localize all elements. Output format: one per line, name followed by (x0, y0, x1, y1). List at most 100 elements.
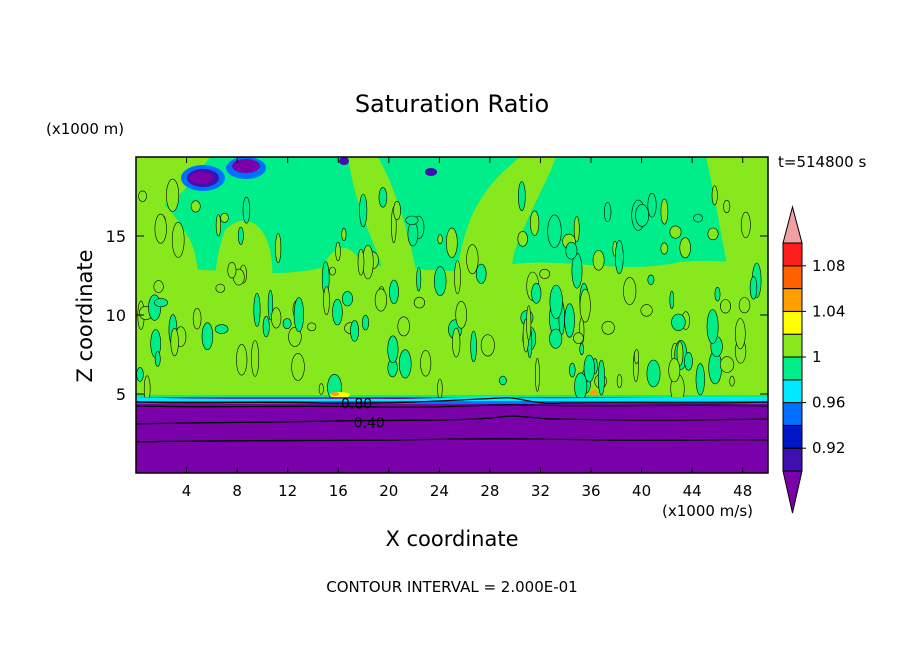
fill-cell-speck (549, 328, 563, 349)
fill-cell-speck (190, 200, 201, 213)
fill-transition-cyan (136, 396, 768, 401)
chart-title: Saturation Ratio (355, 90, 549, 118)
fill-cell-speck (215, 214, 221, 237)
fill-cell-speck (714, 287, 721, 302)
fill-cell-speck (237, 226, 244, 245)
fill-cell-speck (166, 178, 180, 212)
fill-cell-speck (389, 279, 399, 305)
contour-fills (136, 157, 768, 473)
fill-cell-speck (288, 326, 302, 347)
fill-cell-speck (170, 328, 179, 357)
y-axis-label: Z coordinate (73, 249, 97, 382)
x-tick-label: 48 (733, 482, 752, 500)
x-tick-label: 32 (531, 482, 550, 500)
fill-cell-speck (734, 318, 746, 350)
fill-cell-speck (565, 241, 578, 260)
fill-cell-speck (359, 193, 368, 228)
fill-cell-speck (307, 322, 317, 332)
colorbar-tick-label: 0.96 (812, 394, 845, 412)
fill-cell-speck (549, 284, 563, 319)
fill-cell-speck (719, 356, 735, 373)
fill-cell-speck (445, 227, 458, 258)
fill-cell-speck (154, 298, 168, 308)
fill-cell-speck (647, 192, 657, 218)
colorbar-tick-label: 1.08 (812, 257, 845, 275)
fill-cell-speck (387, 335, 399, 364)
fill-cell-speck (236, 344, 248, 376)
fill-cell-speck (293, 297, 305, 333)
fill-dry-speck (339, 157, 349, 165)
fill-cell-speck (693, 213, 703, 223)
y-tick-label: 5 (116, 385, 126, 404)
contour-line (136, 404, 768, 408)
colorbar-legend: 0.92 0.96 1 1.04 1.08 (782, 205, 845, 514)
fill-cell-speck (579, 343, 585, 356)
x-tick-label: 24 (430, 482, 449, 500)
fill-cell-speck (635, 204, 649, 227)
fill-cell-speck (454, 260, 461, 295)
fill-cell-speck (601, 320, 615, 335)
fill-cell-speck (201, 322, 214, 351)
fill-cell-speck (332, 298, 343, 326)
fill-cell-speck (291, 353, 305, 381)
fill-cell-speck (723, 199, 731, 214)
contour-line (136, 438, 768, 443)
fill-cell-speck (531, 282, 542, 304)
fill-cell-speck (405, 215, 419, 225)
fill-cell-speck (154, 213, 167, 244)
fill-cell-speck (434, 266, 447, 296)
time-label: t=514800 s (778, 153, 866, 171)
fill-cell-speck (335, 242, 341, 262)
fill-cell-speck (706, 309, 719, 345)
fill-cell-speck (342, 291, 353, 307)
x-tick-label: 8 (232, 482, 242, 500)
x-tick-label: 20 (379, 482, 398, 500)
fill-cell-speck (470, 330, 477, 363)
fill-cell-speck (517, 181, 526, 212)
fill-cell-speck (660, 198, 669, 225)
fill-cell-speck (583, 354, 595, 383)
fill-cell-speck (416, 267, 422, 292)
x-tick-label: 40 (632, 482, 651, 500)
colorbar-segment (782, 402, 803, 426)
contour-label: 0.40 (354, 415, 385, 431)
fill-cell-speck (603, 202, 612, 223)
fill-cell-speck (253, 292, 261, 327)
fill-cell-speck (633, 349, 639, 365)
fill-green-patch (450, 157, 556, 395)
colorbar-segment (782, 288, 803, 312)
x-tick-label: 44 (683, 482, 702, 500)
fill-cell-speck (623, 277, 637, 305)
contour-lines (136, 397, 768, 443)
contour-labels: 0.80 0.40 (341, 396, 385, 431)
fill-cell-speck (738, 297, 751, 314)
fill-cell-speck (539, 268, 551, 279)
fill-cell-speck (526, 305, 532, 341)
colorbar-segment (782, 265, 803, 290)
contour-interval-footer: CONTOUR INTERVAL = 2.000E-01 (326, 578, 577, 596)
fill-cell-speck (220, 212, 229, 223)
fill-cell-speck (720, 299, 731, 314)
fill-cell-speck (192, 308, 202, 330)
fill-cell-speck (676, 341, 684, 366)
colorbar-segment (782, 242, 803, 267)
fill-cell-speck (616, 374, 623, 388)
colorbar-segment (782, 379, 803, 404)
fill-cell-speck (153, 280, 164, 293)
fill-cell-speck (227, 262, 237, 279)
fill-cell-speck (517, 231, 528, 247)
fill-cell-speck (749, 276, 758, 300)
y-tick-label: 15 (106, 227, 126, 246)
fill-cell-speck (323, 286, 330, 316)
fill-cell-speck (480, 334, 495, 357)
fill-cell-speck (282, 318, 292, 329)
fill-cell-speck (614, 240, 624, 275)
fill-cell-speck (707, 227, 719, 241)
x-axis-ticks: 4 8 12 16 20 24 28 32 36 40 44 48 (182, 157, 752, 500)
contour-line (136, 415, 768, 425)
fill-cell-speck (251, 340, 260, 377)
fill-cell-speck (669, 290, 675, 310)
fill-cell-speck (466, 244, 479, 275)
fill-cell-speck (669, 225, 682, 239)
fill-cell-speck (267, 290, 274, 321)
